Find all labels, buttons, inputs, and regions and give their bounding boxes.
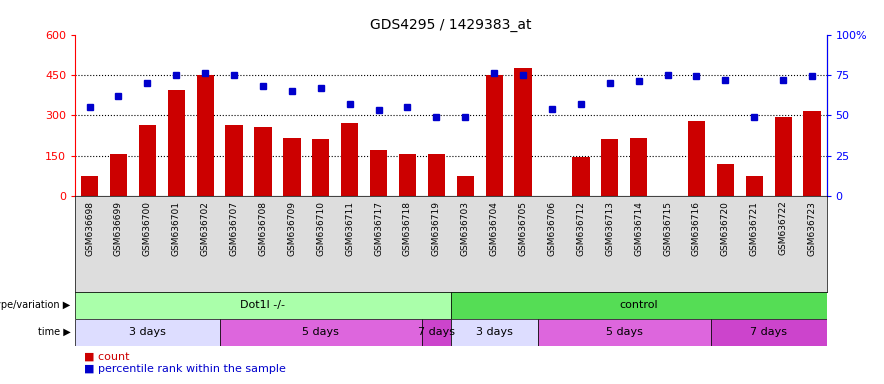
Text: 5 days: 5 days <box>606 327 643 337</box>
Bar <box>139 124 156 196</box>
Text: GSM636704: GSM636704 <box>490 201 499 255</box>
Text: 3 days: 3 days <box>129 327 166 337</box>
Text: GSM636715: GSM636715 <box>663 201 672 256</box>
Bar <box>745 176 763 196</box>
Bar <box>451 319 537 346</box>
Text: GSM636701: GSM636701 <box>171 201 181 256</box>
Text: time ▶: time ▶ <box>38 327 71 337</box>
Bar <box>399 154 416 196</box>
Bar <box>312 139 330 196</box>
Bar <box>451 292 827 319</box>
Text: GSM636703: GSM636703 <box>461 201 469 256</box>
Bar <box>370 150 387 196</box>
Bar <box>717 164 734 196</box>
Text: GSM636706: GSM636706 <box>547 201 557 256</box>
Bar <box>514 68 532 196</box>
Bar <box>219 319 422 346</box>
Text: GSM636718: GSM636718 <box>403 201 412 256</box>
Bar <box>630 138 647 196</box>
Bar <box>711 319 827 346</box>
Text: control: control <box>620 300 658 310</box>
Bar <box>537 319 711 346</box>
Bar <box>168 90 185 196</box>
Text: GSM636714: GSM636714 <box>634 201 644 255</box>
Bar <box>81 176 98 196</box>
Text: 7 days: 7 days <box>751 327 788 337</box>
Bar <box>75 319 219 346</box>
Text: 5 days: 5 days <box>302 327 339 337</box>
Bar <box>601 139 619 196</box>
Text: GSM636721: GSM636721 <box>750 201 758 255</box>
Text: GSM636717: GSM636717 <box>374 201 383 256</box>
Bar <box>422 319 451 346</box>
Text: genotype/variation ▶: genotype/variation ▶ <box>0 300 71 310</box>
Text: GSM636709: GSM636709 <box>287 201 296 256</box>
Bar <box>196 75 214 196</box>
Bar <box>341 123 358 196</box>
Bar <box>283 138 301 196</box>
Text: GSM636708: GSM636708 <box>258 201 268 256</box>
Bar <box>774 117 792 196</box>
Text: 7 days: 7 days <box>418 327 455 337</box>
Text: GSM636700: GSM636700 <box>143 201 152 256</box>
Bar <box>572 157 590 196</box>
Text: GSM636707: GSM636707 <box>230 201 239 256</box>
Bar <box>225 124 243 196</box>
Text: GSM636710: GSM636710 <box>316 201 325 256</box>
Text: GSM636699: GSM636699 <box>114 201 123 256</box>
Text: GSM636716: GSM636716 <box>692 201 701 256</box>
Text: GSM636711: GSM636711 <box>345 201 354 256</box>
Bar <box>75 292 451 319</box>
Bar <box>428 154 445 196</box>
Text: GSM636713: GSM636713 <box>606 201 614 256</box>
Text: Dot1l -/-: Dot1l -/- <box>240 300 286 310</box>
Text: GSM636698: GSM636698 <box>85 201 94 256</box>
Bar <box>255 127 271 196</box>
Bar <box>457 176 474 196</box>
Text: GSM636723: GSM636723 <box>808 201 817 255</box>
Bar <box>688 121 705 196</box>
Text: 3 days: 3 days <box>476 327 513 337</box>
Text: GSM636719: GSM636719 <box>432 201 441 256</box>
Text: GSM636705: GSM636705 <box>519 201 528 256</box>
Text: ■ percentile rank within the sample: ■ percentile rank within the sample <box>84 364 286 374</box>
Title: GDS4295 / 1429383_at: GDS4295 / 1429383_at <box>370 18 531 32</box>
Bar <box>485 75 503 196</box>
Text: GSM636702: GSM636702 <box>201 201 210 255</box>
Text: ■ count: ■ count <box>84 351 129 361</box>
Bar <box>804 111 820 196</box>
Bar <box>110 154 127 196</box>
Text: GSM636720: GSM636720 <box>720 201 730 255</box>
Text: GSM636722: GSM636722 <box>779 201 788 255</box>
Text: GSM636712: GSM636712 <box>576 201 585 255</box>
